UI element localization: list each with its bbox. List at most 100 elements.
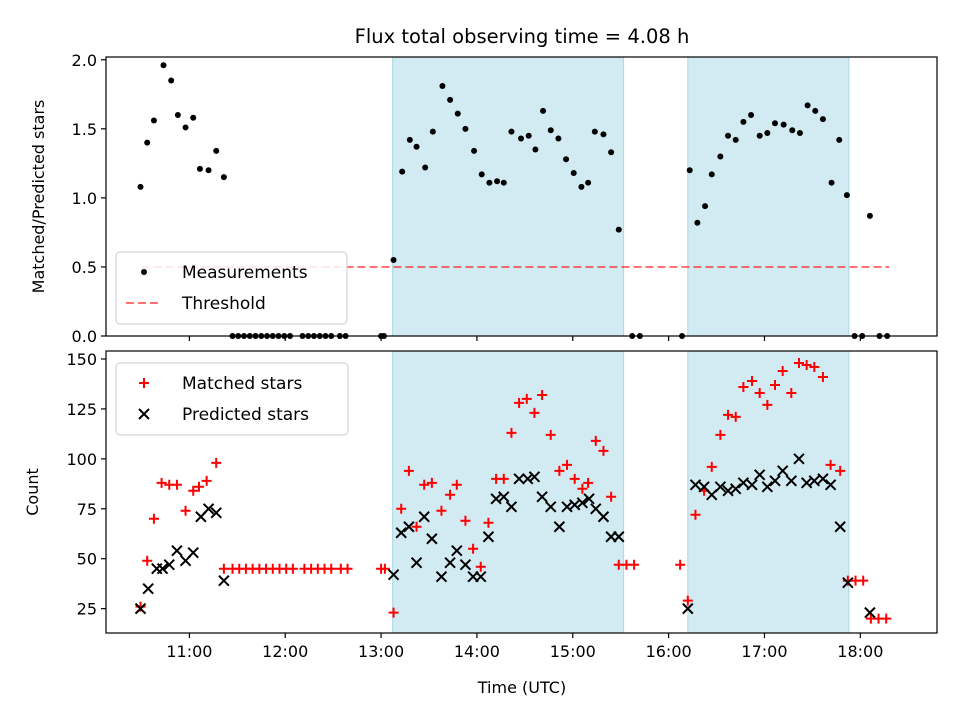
- data-point: [413, 143, 420, 150]
- data-point: [547, 127, 554, 134]
- predicted-point: [545, 501, 557, 513]
- data-point: [182, 124, 189, 131]
- matched-point: [468, 543, 479, 554]
- matched-point: [171, 479, 182, 490]
- y-tick-label: 150: [66, 350, 97, 369]
- predicted-point: [689, 479, 702, 491]
- y-tick-label: 0.5: [72, 258, 97, 277]
- data-point: [540, 107, 547, 114]
- predicted-point: [793, 453, 805, 465]
- matched-point: [379, 563, 390, 574]
- predicted-point: [142, 582, 154, 595]
- matched-point: [451, 479, 462, 490]
- data-point: [686, 167, 693, 174]
- count-panel: 25 50 75 100 125 150 11:00 12:00 13:00 14:00 15:00…: [23, 350, 938, 661]
- matched-point: [426, 477, 437, 488]
- data-point: [532, 146, 539, 153]
- data-point: [578, 183, 585, 190]
- matched-point: [590, 435, 601, 446]
- data-point: [789, 127, 796, 134]
- predicted-point: [156, 562, 169, 575]
- x-tick-label: 15:00: [550, 642, 596, 661]
- matched-point: [706, 461, 717, 472]
- x-tick-label: 11:00: [166, 642, 212, 661]
- matched-point: [583, 477, 594, 488]
- data-point: [205, 167, 212, 174]
- y-tick-label: 1.5: [72, 120, 97, 139]
- matched-point: [403, 465, 414, 476]
- matched-point: [287, 563, 298, 574]
- data-point: [168, 77, 175, 84]
- y-tick-label: 125: [66, 400, 97, 419]
- matched-point: [754, 387, 765, 398]
- data-point: [196, 165, 203, 172]
- legend-marker: [138, 408, 150, 420]
- predicted-point: [387, 568, 400, 581]
- data-point: [843, 192, 850, 199]
- data-point: [500, 179, 507, 186]
- data-point: [819, 116, 826, 123]
- data-point: [600, 131, 607, 138]
- x-tick-label: 18:00: [837, 642, 883, 661]
- legend-label: Matched stars: [182, 374, 302, 394]
- predicted-point: [730, 483, 742, 495]
- matched-point: [690, 509, 701, 520]
- predicted-point: [403, 521, 415, 533]
- matched-point: [770, 379, 781, 390]
- axes-frame: [105, 56, 938, 337]
- data-point: [525, 132, 532, 139]
- predicted-point: [737, 477, 750, 489]
- axes-frame: [105, 350, 938, 634]
- data-point: [570, 170, 577, 177]
- count-y-axis-label: Count: [23, 468, 42, 516]
- data-point: [555, 135, 562, 142]
- predicted-point: [505, 501, 518, 513]
- figure-title: Flux total observing time = 4.08 h: [355, 25, 690, 48]
- matched-point: [881, 613, 892, 624]
- predicted-point: [576, 497, 589, 509]
- matched-point: [514, 397, 525, 408]
- data-point: [732, 136, 739, 143]
- legend-label: Measurements: [182, 263, 308, 283]
- matched-point: [562, 459, 573, 470]
- predicted-point: [785, 475, 798, 487]
- y-tick-label: 1.0: [72, 189, 97, 208]
- ratio-y-axis-label: Matched/Predicted stars: [29, 100, 48, 294]
- data-point: [137, 183, 144, 190]
- matched-point: [747, 375, 758, 386]
- predicted-point: [395, 527, 407, 539]
- matched-point: [188, 485, 199, 496]
- x-tick-label: 17:00: [741, 642, 787, 661]
- data-point: [160, 62, 167, 69]
- observing-window: [687, 350, 850, 634]
- data-point: [447, 96, 454, 103]
- predicted-point: [613, 531, 625, 543]
- y-tick-label: 100: [66, 450, 97, 469]
- matched-point: [211, 457, 222, 468]
- matched-point: [193, 481, 204, 492]
- data-point: [494, 178, 501, 185]
- predicted-point: [753, 469, 766, 481]
- data-point: [772, 120, 779, 127]
- matched-point: [835, 465, 846, 476]
- matched-point: [682, 595, 693, 606]
- x-axis-label: Time (UTC): [477, 678, 566, 697]
- predicted-point: [864, 606, 876, 619]
- data-point: [694, 219, 701, 226]
- data-point: [812, 107, 819, 114]
- matched-point: [475, 561, 486, 572]
- count-legend: Matched stars Predicted stars: [115, 362, 349, 436]
- predicted-point: [426, 533, 438, 545]
- matched-point: [388, 607, 399, 618]
- matched-point: [326, 563, 337, 574]
- data-point: [748, 112, 755, 119]
- matched-point: [436, 505, 447, 516]
- y-tick-label: 2.0: [72, 51, 97, 70]
- matched-point: [498, 473, 509, 484]
- matched-point: [521, 393, 532, 404]
- predicted-point: [459, 558, 472, 571]
- predicted-point: [210, 507, 222, 519]
- matched-point: [715, 429, 726, 440]
- observing-window: [392, 56, 625, 337]
- matched-point: [411, 521, 422, 532]
